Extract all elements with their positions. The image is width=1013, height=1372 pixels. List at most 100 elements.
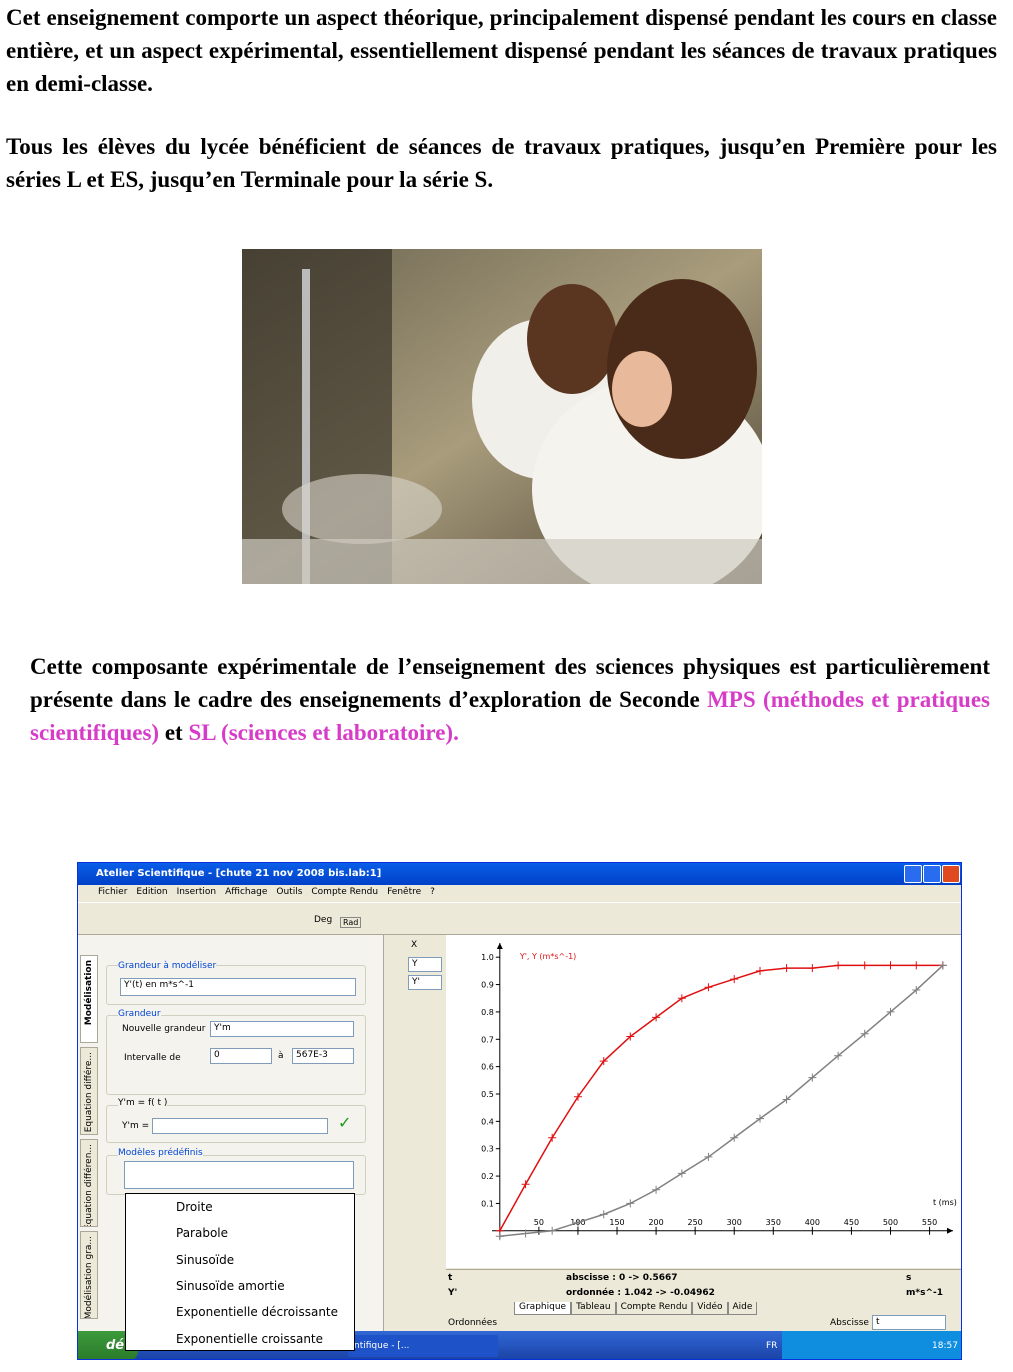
side-tab[interactable]: Equation différe...: [80, 1047, 98, 1135]
menu-item[interactable]: Outils: [276, 887, 303, 897]
axis-arrow: [947, 1227, 953, 1234]
bottom-tab[interactable]: Vidéo: [692, 1302, 728, 1315]
check-icon[interactable]: ✓: [338, 1113, 352, 1132]
side-tab[interactable]: Modélisation: [80, 955, 98, 1043]
menu-bar: Fichier Edition Insertion Affichage Outils Co…: [98, 887, 435, 901]
y-tick-label: 0.9: [481, 981, 494, 990]
task-button[interactable]: ntifique - [...: [348, 1335, 498, 1357]
point-marker: [808, 964, 817, 973]
text-input[interactable]: [152, 1118, 328, 1134]
menu-item[interactable]: Compte Rendu: [311, 887, 379, 897]
toolbar-label: Rad: [340, 917, 362, 928]
point-marker: [548, 1133, 557, 1142]
text-input[interactable]: 0: [210, 1048, 272, 1064]
point-marker: [677, 994, 686, 1003]
input-value: 0: [214, 1050, 220, 1060]
field-label: Nouvelle grandeur: [122, 1024, 206, 1034]
task-label: ntifique - [...: [354, 1341, 410, 1351]
series-line: [499, 964, 944, 1238]
point-marker: [912, 986, 921, 995]
window-title: Atelier Scientifique - [chute 21 nov 200…: [96, 868, 382, 879]
select[interactable]: t: [872, 1315, 946, 1330]
status-text: m*s^-1: [906, 1288, 943, 1298]
text: Cette composante expérimentale de l’ense…: [30, 654, 990, 712]
point-marker: [599, 1057, 608, 1066]
close-button[interactable]: [942, 865, 960, 883]
select-value: Y'(t) en m*s^-1: [124, 980, 194, 990]
chart: 0.10.20.30.40.50.60.70.80.91.05010015020…: [446, 935, 961, 1268]
select[interactable]: [124, 1161, 354, 1189]
model-option[interactable]: Parabole: [126, 1220, 354, 1246]
side-tab[interactable]: Equation différen...: [80, 1139, 98, 1227]
point-marker: [626, 1199, 635, 1208]
paragraph: Cet enseignement comporte un aspect théo…: [6, 5, 997, 96]
minimize-button[interactable]: [904, 865, 922, 883]
bottom-tab[interactable]: Compte Rendu: [615, 1302, 693, 1315]
input-value: Y'm: [214, 1023, 231, 1033]
point-marker: [704, 1152, 713, 1161]
point-marker: [704, 983, 713, 992]
axis-selector-label: Y: [412, 959, 418, 969]
point-marker: [808, 1073, 817, 1082]
point-marker: [782, 964, 791, 973]
axis-selector[interactable]: Y': [408, 975, 442, 990]
model-option[interactable]: Exponentielle croissante: [126, 1326, 354, 1352]
x-tick-label: 550: [922, 1218, 937, 1227]
menu-item[interactable]: Fichier: [98, 887, 128, 897]
axis-selector-label: Y': [412, 977, 420, 987]
point-marker: [495, 1232, 504, 1241]
point-marker: [548, 1226, 557, 1235]
clock: 18:57: [932, 1341, 958, 1351]
menu-item[interactable]: Insertion: [176, 887, 217, 897]
menu-item[interactable]: ?: [430, 887, 435, 897]
group: [106, 1105, 366, 1143]
side-tab-label: Equation différe...: [84, 1052, 94, 1133]
select[interactable]: Y'(t) en m*s^-1: [120, 978, 356, 996]
model-label: Sinusoïde amortie: [176, 1278, 285, 1293]
maximize-button[interactable]: [923, 865, 941, 883]
x-tick-label: 400: [805, 1218, 820, 1227]
point-marker: [730, 975, 739, 984]
bottom-tabs: Graphique Tableau Compte Rendu Vidéo Aide: [514, 1302, 758, 1315]
y-tick-label: 0.2: [481, 1172, 494, 1181]
field-label: Y'm =: [122, 1121, 150, 1131]
point-marker: [677, 1169, 686, 1178]
paragraph: Cette composante expérimentale de l’ense…: [30, 650, 990, 749]
models-dropdown: Droite Parabole Sinusoïde Sinusoïde amortie…: [125, 1193, 355, 1351]
bottom-tab[interactable]: Tableau: [571, 1302, 616, 1315]
model-label: Droite: [176, 1200, 213, 1214]
side-tab-label: Modélisation: [84, 960, 94, 1026]
menu-item[interactable]: Affichage: [225, 887, 268, 897]
x-tick-label: 50: [534, 1218, 544, 1227]
point-marker: [573, 1218, 582, 1227]
point-marker: [886, 961, 895, 970]
bottom-tab[interactable]: Graphique: [514, 1302, 572, 1315]
model-option[interactable]: Droite: [126, 1194, 354, 1220]
axis-selector-label: X: [411, 940, 418, 950]
point-marker: [834, 1051, 843, 1060]
group-label: Grandeur: [118, 1009, 161, 1019]
axis-selector[interactable]: X: [408, 939, 442, 954]
x-tick-label: 350: [766, 1218, 781, 1227]
model-option[interactable]: Sinusoïde: [126, 1247, 354, 1273]
model-option[interactable]: Exponentielle décroissante: [126, 1299, 354, 1325]
model-option[interactable]: Sinusoïde amortie: [126, 1273, 354, 1299]
axis-selector[interactable]: Y: [408, 957, 442, 972]
bottom-tab[interactable]: Aide: [727, 1302, 758, 1315]
start-label: dé: [106, 1338, 125, 1353]
y-tick-label: 0.1: [481, 1199, 494, 1208]
point-marker: [573, 1092, 582, 1101]
text-input[interactable]: 567E-3: [292, 1048, 354, 1064]
menu-item[interactable]: Fenêtre: [387, 887, 422, 897]
toolbar-label: Deg: [314, 915, 333, 925]
point-marker: [652, 1185, 661, 1194]
menu-item[interactable]: Edition: [136, 887, 168, 897]
point-marker: [886, 1007, 895, 1016]
side-tab[interactable]: Modélisation gra...: [80, 1231, 98, 1319]
x-tick-label: 300: [727, 1218, 742, 1227]
point-marker: [626, 1032, 635, 1041]
axis-arrow: [496, 943, 503, 949]
text-input[interactable]: Y'm: [210, 1021, 354, 1037]
x-axis-label: t (ms): [933, 1198, 957, 1207]
